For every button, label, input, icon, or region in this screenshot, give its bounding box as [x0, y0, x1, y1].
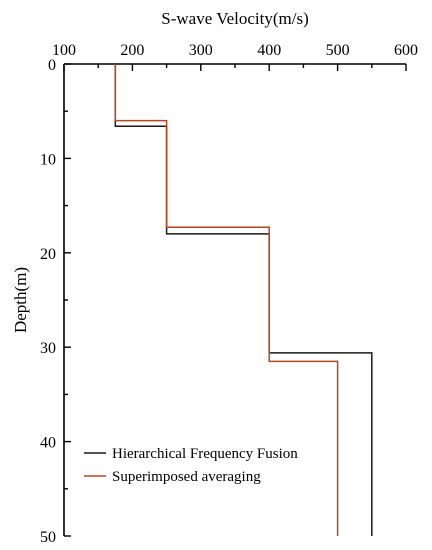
legend-label-1: Superimposed averaging: [112, 469, 261, 485]
y-axis-title: Depth(m): [11, 267, 30, 333]
x-tick-label: 300: [189, 42, 213, 59]
x-tick-label: 100: [52, 42, 76, 59]
y-tick-label: 0: [48, 57, 56, 74]
series-line-1: [114, 64, 339, 536]
axes-layer: 100 200 300 400 500 600 0 10 20 30 40 50 S-wave Velo…: [11, 9, 418, 546]
x-tick-label: 500: [326, 42, 350, 59]
y-tick-label: 50: [40, 529, 56, 546]
x-tick-label: 400: [257, 42, 281, 59]
y-tick-label: 20: [40, 246, 56, 263]
legend-label-0: Hierarchical Frequency Fusion: [112, 446, 298, 462]
series-line-0: [114, 64, 373, 536]
legend: Hierarchical Frequency Fusion Superimpose…: [84, 446, 298, 485]
series-layer: [114, 64, 373, 536]
y-tick-label: 30: [40, 340, 56, 357]
x-axis-title: S-wave Velocity(m/s): [161, 9, 308, 28]
x-tick-label: 600: [394, 42, 418, 59]
y-tick-label: 10: [40, 151, 56, 168]
y-tick-label: 40: [40, 435, 56, 452]
x-tick-label: 200: [120, 42, 144, 59]
